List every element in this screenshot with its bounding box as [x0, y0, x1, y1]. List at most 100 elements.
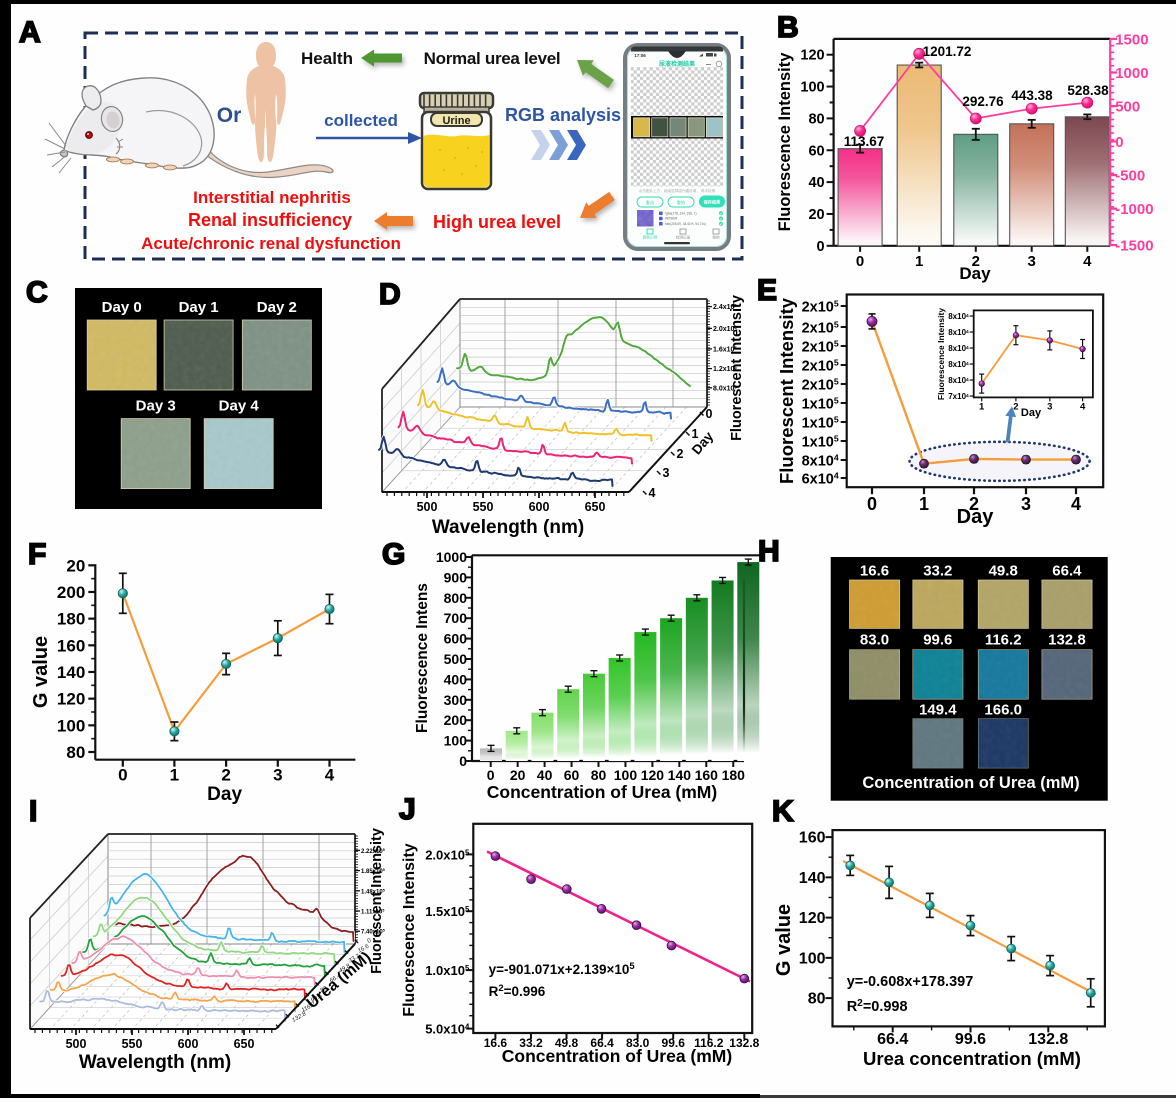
- svg-text:2x105: 2x105: [802, 339, 839, 356]
- svg-text:8x104: 8x104: [948, 376, 969, 385]
- svg-text:hsb(205.09, 34.41%, 54.71s): hsb(205.09, 34.41%, 54.71s): [665, 222, 706, 226]
- svg-text:292.76: 292.76: [962, 94, 1004, 109]
- svg-text:33.2: 33.2: [519, 1036, 543, 1050]
- svg-text:83.0: 83.0: [860, 632, 889, 649]
- svg-text:3: 3: [1047, 401, 1052, 412]
- svg-text:8x104: 8x104: [948, 344, 969, 353]
- svg-text:80: 80: [808, 111, 824, 127]
- svg-text:保存结果: 保存结果: [703, 198, 722, 205]
- svg-text:4: 4: [649, 486, 656, 500]
- svg-text:20: 20: [808, 207, 824, 223]
- svg-text:33.2: 33.2: [923, 563, 952, 580]
- svg-text:1: 1: [915, 253, 923, 270]
- svg-text:140: 140: [57, 663, 85, 682]
- svg-text:Normal urea level: Normal urea level: [424, 49, 561, 68]
- svg-text:6x104: 6x104: [802, 471, 839, 488]
- svg-text:2: 2: [221, 766, 230, 785]
- svg-text:120: 120: [800, 48, 824, 64]
- svg-text:33.2: 33.2: [348, 953, 362, 964]
- svg-text:1.0x105: 1.0x105: [425, 963, 470, 978]
- svg-text:D: D: [379, 278, 401, 311]
- svg-text:Interstitial nephritis: Interstitial nephritis: [193, 188, 351, 207]
- svg-text:2: 2: [677, 447, 684, 461]
- svg-text:20: 20: [66, 556, 85, 575]
- svg-text:1x105: 1x105: [802, 434, 839, 451]
- svg-text:0: 0: [118, 766, 127, 785]
- svg-text:1.48x105: 1.48x105: [361, 888, 385, 895]
- svg-text:400: 400: [444, 671, 468, 687]
- svg-text:1x105: 1x105: [802, 396, 839, 413]
- svg-text:99.6: 99.6: [923, 632, 952, 649]
- svg-text:Fluorescence Intens: Fluorescence Intens: [414, 583, 431, 733]
- svg-text:2x105: 2x105: [802, 377, 839, 394]
- svg-text:Acute/chronic renal dysfunctio: Acute/chronic renal dysfunction: [141, 234, 401, 253]
- svg-text:0: 0: [706, 407, 713, 421]
- svg-text:116.2: 116.2: [694, 1036, 724, 1050]
- svg-text:High urea level: High urea level: [433, 212, 561, 232]
- svg-text:120: 120: [799, 910, 826, 927]
- svg-text:500: 500: [417, 500, 438, 514]
- svg-text:Concentration of Urea (mM): Concentration of Urea (mM): [502, 1046, 732, 1066]
- svg-text:1000: 1000: [1115, 65, 1148, 82]
- svg-text:I: I: [29, 795, 37, 828]
- svg-text:132.8: 132.8: [1048, 632, 1086, 649]
- svg-text:500: 500: [444, 651, 468, 667]
- svg-text:528.38: 528.38: [1067, 83, 1109, 98]
- svg-text:0: 0: [1115, 134, 1123, 151]
- svg-text:149.4: 149.4: [919, 702, 957, 719]
- svg-text:R2=0.998: R2=0.998: [847, 998, 908, 1016]
- svg-text:100: 100: [799, 950, 826, 967]
- svg-text:80: 80: [808, 991, 826, 1008]
- svg-text:颜色识别: 颜色识别: [643, 235, 658, 240]
- svg-text:550: 550: [473, 500, 494, 514]
- svg-text:80: 80: [66, 743, 85, 762]
- svg-text:RGB analysis: RGB analysis: [505, 105, 621, 125]
- svg-text:2.0x105: 2.0x105: [713, 324, 737, 333]
- svg-text:200: 200: [444, 712, 468, 728]
- svg-text:600: 600: [444, 631, 468, 647]
- svg-text:40: 40: [808, 175, 824, 191]
- svg-text:5.0x104: 5.0x104: [425, 1022, 470, 1037]
- svg-text:100: 100: [57, 716, 85, 735]
- svg-text:检测记录: 检测记录: [676, 235, 691, 240]
- svg-text:160: 160: [695, 767, 719, 783]
- svg-text:8x104: 8x104: [948, 360, 969, 369]
- svg-text:0: 0: [459, 753, 467, 769]
- svg-text:99.6: 99.6: [662, 1036, 686, 1050]
- svg-text:1: 1: [692, 427, 699, 441]
- svg-text:180: 180: [722, 767, 746, 783]
- svg-text:Day 1: Day 1: [179, 299, 219, 316]
- svg-text:140: 140: [799, 870, 826, 887]
- svg-text:1.6x105: 1.6x105: [713, 345, 737, 354]
- svg-text:1500: 1500: [1115, 31, 1148, 48]
- svg-text:2.4x105: 2.4x105: [713, 303, 737, 312]
- svg-text:0: 0: [487, 767, 495, 783]
- svg-text:132.8: 132.8: [729, 1036, 759, 1050]
- svg-text:Day 0: Day 0: [102, 299, 142, 316]
- svg-text:100: 100: [800, 80, 824, 96]
- svg-text:2: 2: [972, 253, 980, 270]
- svg-text:2x105: 2x105: [802, 320, 839, 337]
- svg-text:80: 80: [591, 767, 607, 783]
- svg-text:132.8: 132.8: [1028, 1031, 1068, 1048]
- svg-text:G: G: [382, 538, 405, 571]
- svg-text:A: A: [19, 16, 41, 49]
- svg-text:120: 120: [57, 690, 85, 709]
- svg-text:Fluorescence Intensity: Fluorescence Intensity: [401, 843, 418, 1016]
- svg-text:99.6: 99.6: [310, 993, 324, 1004]
- svg-text:0: 0: [817, 239, 825, 255]
- svg-text:166.0: 166.0: [984, 702, 1022, 719]
- svg-text:我的: 我的: [712, 235, 720, 240]
- svg-text:Day: Day: [959, 264, 991, 283]
- svg-text:1.11x105: 1.11x105: [361, 909, 384, 916]
- svg-text:Day 3: Day 3: [136, 398, 176, 415]
- svg-text:800: 800: [444, 590, 468, 606]
- svg-text:8x104: 8x104: [948, 328, 969, 337]
- svg-text:49.8: 49.8: [555, 1036, 579, 1050]
- svg-text:0: 0: [367, 938, 373, 945]
- svg-text:8x104: 8x104: [802, 453, 839, 470]
- svg-text:160: 160: [799, 830, 826, 847]
- svg-text:Renal insufficiency: Renal insufficiency: [188, 210, 352, 230]
- svg-text:2.22x105: 2.22x105: [361, 848, 385, 855]
- svg-text:16.6: 16.6: [860, 563, 889, 580]
